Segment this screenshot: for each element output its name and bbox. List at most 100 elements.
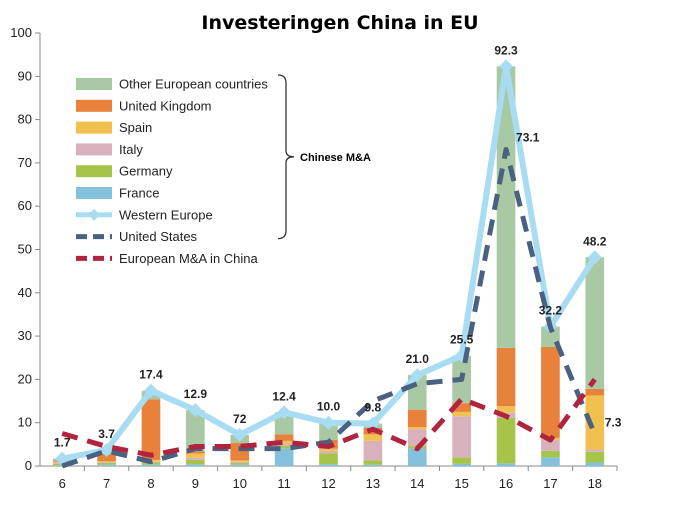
bar-layer: [52, 66, 605, 466]
bar-france: [230, 464, 250, 466]
legend-label: Western Europe: [119, 207, 213, 222]
bar-spain: [496, 406, 516, 413]
point-western-europe: [587, 250, 602, 265]
bar-united-kingdom: [274, 434, 294, 441]
bar-italy: [363, 440, 383, 461]
legend-label: Other European countries: [119, 77, 268, 92]
bar-italy: [541, 440, 560, 451]
bar-spain: [452, 411, 471, 417]
point-western-europe: [188, 403, 203, 418]
bar-italy: [230, 461, 250, 463]
bar-other-european-countries: [541, 326, 560, 347]
bar-germany: [452, 457, 471, 464]
point-western-europe: [277, 405, 292, 420]
data-label-western-europe: 32.2: [539, 304, 563, 318]
x-tick-label: 14: [410, 476, 424, 491]
chart-title: Investeringen China in EU: [201, 12, 479, 34]
bar-united-kingdom: [97, 454, 116, 462]
bar-united-kingdom: [407, 409, 427, 428]
legend-bracket-label: Chinese M&A: [300, 152, 371, 164]
x-tick-label: 18: [588, 476, 602, 491]
data-label-united-states: 73.1: [516, 130, 540, 144]
legend-label: France: [119, 186, 159, 201]
bar-germany: [585, 451, 605, 463]
bar-other-european-countries: [496, 66, 516, 348]
bar-france: [541, 457, 560, 466]
legend-swatch-other-european-countries: [76, 78, 112, 90]
x-tick-label: 12: [321, 476, 335, 491]
bar-other-european-countries: [186, 410, 205, 452]
bar-germany: [97, 462, 116, 465]
point-western-europe: [499, 59, 514, 74]
bar-other-european-countries: [585, 257, 605, 389]
legend-swatch-italy: [76, 143, 112, 156]
data-label-western-europe: 25.5: [450, 333, 474, 347]
bar-spain: [274, 440, 294, 444]
legend-bracket: [277, 74, 295, 240]
line-united-states: [61, 146, 598, 469]
bar-united-kingdom: [496, 347, 516, 407]
legend-label: United States: [119, 229, 198, 244]
legend-label: United Kingdom: [119, 98, 212, 113]
bar-italy: [319, 450, 338, 454]
bar-france: [186, 464, 205, 466]
data-label-western-europe: 9.8: [365, 401, 382, 415]
bar-germany: [319, 453, 338, 465]
x-tick-label: 6: [59, 476, 66, 491]
data-label-western-europe: 1.7: [54, 436, 71, 450]
bar-germany: [186, 459, 205, 465]
legend-label: Italy: [119, 142, 143, 157]
bar-spain: [363, 434, 383, 441]
bar-italy: [452, 416, 471, 458]
data-label-western-europe: 12.4: [272, 389, 296, 403]
x-tick-label: 9: [192, 476, 199, 491]
legend-swatch-france: [76, 187, 112, 199]
point-western-europe: [99, 442, 114, 457]
y-tick-label: 100: [10, 25, 32, 40]
bar-spain: [186, 453, 205, 458]
x-tick-label: 17: [543, 476, 557, 491]
bar-other-european-countries: [319, 422, 338, 441]
legend-swatch-spain: [76, 121, 112, 134]
bar-germany: [363, 460, 383, 465]
y-tick-label: 60: [18, 198, 32, 213]
bar-france: [585, 462, 605, 466]
bar-united-kingdom: [585, 388, 605, 396]
bar-spain: [97, 461, 116, 463]
bar-united-kingdom: [541, 346, 560, 438]
point-western-europe: [321, 415, 336, 430]
x-tick-label: 10: [232, 476, 246, 491]
bar-germany: [541, 450, 560, 458]
y-tick-label: 40: [18, 285, 32, 300]
legend-label: European M&A in China: [119, 251, 259, 266]
legend: Other European countries United Kingdom Sp…: [76, 74, 371, 266]
bar-france: [452, 463, 471, 466]
y-tick-label: 90: [18, 68, 32, 83]
x-tick-label: 7: [103, 476, 110, 491]
data-label-western-europe: 10.0: [317, 400, 341, 414]
legend-swatch-germany: [76, 165, 112, 178]
bar-spain: [585, 395, 605, 450]
x-tick-label: 16: [499, 476, 513, 491]
bar-france: [496, 463, 516, 466]
data-label-western-europe: 3.7: [98, 427, 115, 441]
bar-germany: [496, 417, 516, 464]
bar-spain: [319, 448, 338, 451]
legend-swatch-united-kingdom: [76, 99, 112, 112]
x-tick-label: 11: [277, 476, 291, 491]
bar-united-kingdom: [186, 451, 205, 454]
point-western-europe: [365, 416, 380, 431]
data-label-layer: 1.7 3.7 17.4 12.9 72 12.4 10.0 9.8 21.0 25.5 92.3 3…: [54, 43, 622, 449]
bar-spain: [407, 427, 427, 430]
axes: 0 10 20 30 40 50 60 70 80 90 100 6 7 8 9 10 11 12 13 14 15 16…: [10, 25, 618, 491]
data-label-united-states: 7.3: [605, 415, 622, 429]
bar-germany: [230, 462, 250, 465]
bar-france: [407, 448, 427, 466]
legend-label: Spain: [119, 120, 152, 135]
bar-united-kingdom: [452, 403, 471, 412]
y-tick-label: 30: [18, 328, 32, 343]
data-label-western-europe: 48.2: [583, 234, 607, 248]
legend-label: Germany: [119, 164, 173, 179]
bar-united-kingdom: [141, 399, 161, 460]
